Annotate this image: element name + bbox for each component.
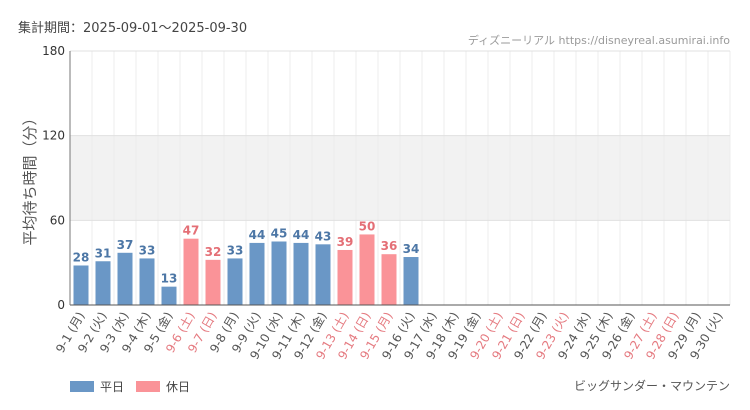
data-label: 34 xyxy=(403,242,420,256)
data-label: 32 xyxy=(205,245,222,259)
bar xyxy=(73,265,89,305)
data-label: 36 xyxy=(381,239,398,253)
data-label: 43 xyxy=(315,229,332,243)
legend-swatch-holiday xyxy=(136,381,160,392)
y-tick-label: 0 xyxy=(57,298,65,312)
y-tick-label: 180 xyxy=(42,44,65,58)
attraction-name: ビッグサンダー・マウンテン xyxy=(573,379,730,393)
bar xyxy=(139,258,155,305)
bar xyxy=(227,258,243,305)
bar xyxy=(293,242,309,305)
legend-holiday: 休日 xyxy=(136,378,190,395)
data-label: 44 xyxy=(293,228,310,242)
bar xyxy=(403,257,419,305)
bar xyxy=(117,252,133,305)
y-axis-label: 平均待ち時間（分） xyxy=(21,110,39,245)
bar xyxy=(271,241,287,305)
legend-label-holiday: 休日 xyxy=(166,380,191,394)
legend-swatch-weekday xyxy=(70,381,94,392)
bar xyxy=(161,286,177,305)
y-tick-labels: 0 60 120 180 xyxy=(42,44,65,312)
period-label: 集計期間：2025-09-01～2025-09-30 xyxy=(18,21,248,36)
bars xyxy=(73,234,419,305)
data-label: 39 xyxy=(337,235,354,249)
source-credit: ディズニーリアル https://disneyreal.asumirai.inf… xyxy=(467,34,730,47)
y-tick-label: 120 xyxy=(42,129,65,143)
data-label: 31 xyxy=(95,246,112,260)
data-label: 47 xyxy=(183,224,200,238)
legend-label-weekday: 平日 xyxy=(100,380,125,394)
bar xyxy=(205,259,221,305)
data-label: 33 xyxy=(139,243,156,257)
bar xyxy=(315,244,331,305)
x-tick-labels: 9-1 (月)9-2 (火)9-3 (水)9-4 (木)9-5 (金)9-6 (… xyxy=(53,309,726,362)
data-label: 37 xyxy=(117,238,134,252)
value-labels: 28 31 37 33 13 47 32 33 44 45 44 43 39 50 36 34 xyxy=(73,219,420,285)
data-label: 13 xyxy=(161,272,178,286)
bar xyxy=(381,254,397,305)
bar xyxy=(183,238,199,305)
data-label: 28 xyxy=(73,250,90,264)
y-tick-label: 60 xyxy=(50,213,65,227)
bar xyxy=(95,261,111,305)
data-label: 44 xyxy=(249,228,266,242)
legend-weekday: 平日 xyxy=(70,378,124,395)
data-label: 33 xyxy=(227,243,244,257)
bar xyxy=(359,234,375,305)
bar xyxy=(249,242,265,305)
bar xyxy=(337,249,353,305)
data-label: 50 xyxy=(359,219,376,233)
data-label: 45 xyxy=(271,227,288,241)
